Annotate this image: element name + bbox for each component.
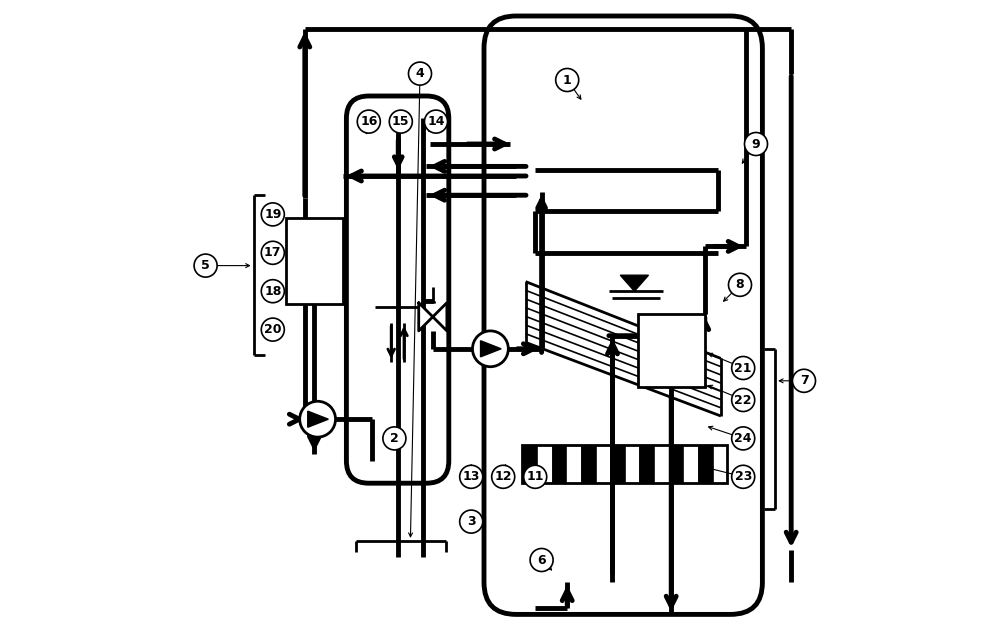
Polygon shape (620, 275, 648, 291)
Text: 11: 11 (526, 470, 544, 483)
Text: 12: 12 (494, 470, 512, 483)
Bar (552, 445, 566, 483)
Text: 19: 19 (264, 208, 281, 221)
Bar (596, 445, 610, 483)
Circle shape (261, 280, 284, 303)
Text: 4: 4 (416, 67, 424, 80)
Circle shape (728, 273, 752, 296)
Circle shape (472, 331, 508, 367)
Bar (537, 445, 552, 483)
Text: 17: 17 (264, 246, 282, 259)
Circle shape (389, 110, 412, 133)
Circle shape (792, 369, 816, 392)
Polygon shape (419, 303, 447, 331)
Circle shape (732, 388, 755, 412)
Text: 14: 14 (427, 115, 445, 128)
Circle shape (383, 427, 406, 450)
Polygon shape (308, 411, 328, 428)
Bar (286, 218, 343, 304)
Bar (713, 445, 727, 483)
Circle shape (408, 62, 432, 85)
Bar (566, 445, 581, 483)
Bar (522, 445, 727, 483)
Circle shape (732, 427, 755, 450)
Text: 6: 6 (537, 554, 546, 566)
Text: 23: 23 (735, 470, 752, 483)
Bar (638, 314, 705, 387)
Bar (698, 445, 713, 483)
Circle shape (261, 203, 284, 226)
Bar (625, 445, 639, 483)
Polygon shape (481, 340, 501, 357)
Circle shape (194, 254, 217, 277)
Text: 20: 20 (264, 323, 282, 336)
Text: 18: 18 (264, 285, 281, 298)
Circle shape (732, 465, 755, 488)
Text: 7: 7 (800, 374, 808, 387)
Circle shape (492, 465, 515, 488)
Bar (669, 445, 683, 483)
Text: 9: 9 (752, 138, 760, 150)
Text: 1: 1 (563, 74, 572, 86)
Circle shape (460, 465, 483, 488)
Circle shape (424, 110, 448, 133)
Circle shape (300, 401, 336, 437)
Circle shape (556, 68, 579, 92)
Bar (639, 445, 654, 483)
Text: 15: 15 (392, 115, 410, 128)
Circle shape (732, 356, 755, 380)
Circle shape (357, 110, 380, 133)
Circle shape (524, 465, 547, 488)
Text: 13: 13 (463, 470, 480, 483)
Circle shape (530, 548, 553, 572)
Circle shape (261, 241, 284, 264)
Text: 2: 2 (390, 432, 399, 445)
Circle shape (744, 132, 768, 156)
Bar (610, 445, 625, 483)
Circle shape (261, 318, 284, 341)
Text: 5: 5 (201, 259, 210, 272)
Bar (654, 445, 669, 483)
Bar (522, 445, 537, 483)
Text: 24: 24 (734, 432, 752, 445)
Text: 8: 8 (736, 278, 744, 291)
Text: 16: 16 (360, 115, 377, 128)
Circle shape (460, 510, 483, 533)
FancyBboxPatch shape (346, 96, 449, 483)
Text: 22: 22 (734, 394, 752, 406)
Bar (683, 445, 698, 483)
Text: 3: 3 (467, 515, 476, 528)
FancyBboxPatch shape (484, 16, 762, 614)
Text: 21: 21 (734, 362, 752, 374)
Bar (581, 445, 596, 483)
